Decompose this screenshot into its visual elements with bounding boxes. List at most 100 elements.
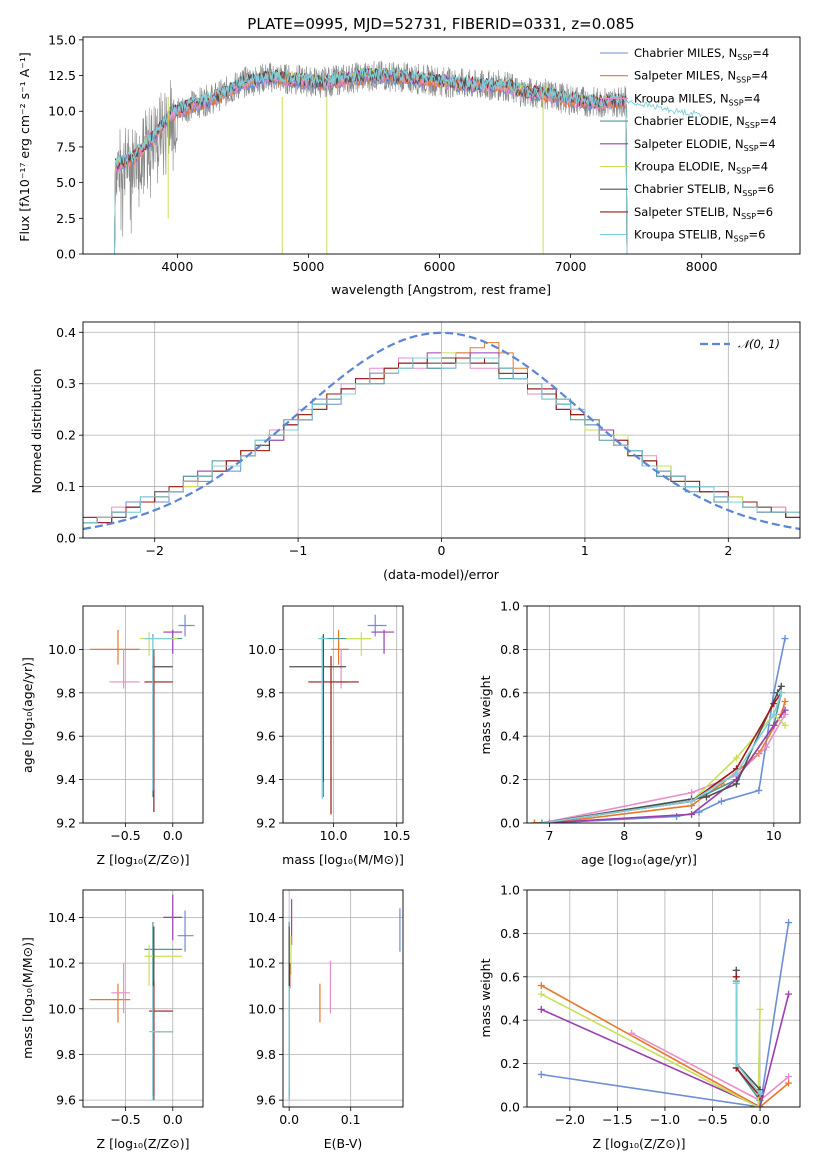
massweight-vs-Z-marker: [628, 1029, 636, 1037]
massweight-vs-age-xtick-label: 9: [695, 828, 703, 843]
mass-vs-Z-point: [163, 894, 183, 941]
massweight-vs-Z-marker: [537, 1005, 545, 1013]
residuals-ytick-label: 0.3: [56, 376, 76, 391]
age-vs-mass-point: [318, 636, 328, 800]
legend-label: Chabrier STELIB, NSSP=6: [634, 182, 774, 198]
massweight-vs-age-ytick-label: 1.0: [500, 599, 520, 614]
mass-vs-Z-ytick-label: 10.4: [48, 910, 76, 925]
massweight-vs-Z-marker: [785, 1073, 793, 1081]
age-z-xlabel: Z [log₁₀(Z/Z⊙)]: [97, 852, 190, 867]
mass-vs-Z-ytick-label: 10.0: [48, 1001, 76, 1016]
massweight-vs-age-marker: [688, 789, 696, 797]
massweight-vs-age-xtick-label: 8: [620, 828, 628, 843]
age-vs-mass-ytick-label: 9.2: [256, 816, 276, 831]
residuals-axes: −2 −1 0 1 2 0.0 0.1 0.2 0.3 0.4: [56, 321, 801, 558]
mw-age-ylabel: mass weight: [478, 675, 493, 754]
spectrum-ytick-label: 12.5: [48, 68, 76, 83]
spectrum-xtick-label: 8000: [686, 259, 718, 274]
massweight-vs-age-ytick-label: 0.0: [500, 816, 520, 831]
residuals-xtick-label: 0: [438, 543, 446, 558]
massweight-vs-Z-marker: [732, 979, 740, 987]
age-vs-Z-point: [163, 629, 183, 654]
age-vs-mass-point: [371, 629, 395, 654]
age-vs-mass-point: [289, 634, 347, 782]
massweight-vs-Z-series-line: [540, 994, 790, 1107]
legend-label: Salpeter STELIB, NSSP=6: [634, 205, 773, 221]
massweight-vs-age-marker: [688, 810, 696, 818]
plot-layer: 4000 5000 6000 7000 80000.02.55.07.510.012.5…: [48, 32, 801, 1127]
mass-vs-Z-xtick-label: 0.0: [163, 1112, 183, 1127]
massweight-vs-age-axes: 7 8 9 10 0.0 0.2 0.4 0.6 0.8 1.0: [500, 599, 801, 843]
normal-curve-line: [83, 331, 800, 531]
mass-z-ylabel: mass [log₁₀(M/M⊙)]: [20, 937, 35, 1059]
spectrum-xlabel: wavelength [Angstrom, rest frame]: [331, 282, 551, 297]
massweight-vs-age-xtick-label: 7: [545, 828, 553, 843]
spectrum-ytick-label: 0.0: [56, 247, 76, 262]
massweight-vs-Z-marker: [785, 990, 793, 998]
age-vs-Z-xtick-label: −0.5: [110, 828, 140, 843]
residuals-xtick-label: 1: [581, 543, 589, 558]
spectrum-xtick-label: 6000: [424, 259, 456, 274]
residuals-frame: [82, 321, 801, 539]
age-vs-mass-axes: 10.0 10.5 9.2 9.4 9.6 9.8 10.0: [248, 605, 411, 843]
mass-vs-Z-axes: −0.5 0.0 9.6 9.8 10.0 10.2 10.4: [48, 889, 204, 1127]
massweight-vs-Z-marker: [756, 1005, 764, 1013]
massweight-vs-age-marker: [732, 769, 740, 777]
massweight-vs-age-marker: [781, 721, 789, 729]
residuals-content: [83, 331, 800, 531]
massweight-vs-age-marker: [777, 682, 785, 690]
mass-vs-Z-xtick-label: −0.5: [110, 1112, 140, 1127]
massweight-vs-age-marker: [770, 711, 778, 718]
mass-vs-EBV-ytick-label: 9.6: [256, 1093, 276, 1108]
mass-vs-Z-content: [89, 894, 194, 1101]
massweight-vs-Z-marker: [785, 1079, 793, 1087]
massweight-vs-age-marker: [777, 689, 785, 697]
residual-histogram-line: [83, 357, 800, 524]
mass-vs-EBV-ytick-label: 10.4: [248, 910, 276, 925]
spectrum-ytick-label: 15.0: [48, 32, 76, 47]
mass-vs-Z-point: [177, 910, 194, 952]
age-vs-Z-ytick-label: 10.0: [48, 642, 76, 657]
massweight-vs-age-marker: [781, 635, 789, 643]
age-z-ylabel: age [log₁₀(age/yr)]: [20, 657, 35, 773]
massweight-vs-Z-xtick-label: −1.5: [602, 1112, 632, 1127]
age-vs-Z-point: [178, 614, 195, 637]
residuals-xtick-label: −2: [145, 543, 163, 558]
massweight-vs-age-marker: [755, 786, 763, 794]
massweight-vs-age-marker: [530, 819, 538, 823]
mass-vs-EBV-content: [288, 899, 401, 1101]
mass-vs-EBV-xtick-label: 0.0: [279, 1112, 299, 1127]
mass-vs-Z-ytick-label: 10.2: [48, 956, 76, 971]
age-vs-Z-point: [89, 629, 140, 665]
age-vs-Z-frame: [82, 605, 204, 824]
massweight-vs-Z-marker: [732, 966, 740, 974]
mass-vs-Z-ytick-label: 9.8: [56, 1047, 76, 1062]
spectrum-content: [114, 60, 703, 254]
age-vs-Z-point: [144, 655, 173, 813]
normal-legend-label: 𝒩(0, 1): [738, 337, 780, 351]
massweight-vs-age-marker: [732, 780, 740, 788]
massweight-vs-age-ytick-label: 0.6: [500, 685, 520, 700]
massweight-vs-Z-marker: [732, 973, 740, 981]
massweight-vs-age-marker: [673, 812, 681, 820]
age-vs-mass-point: [367, 614, 387, 637]
age-vs-Z-ytick-label: 9.2: [56, 816, 76, 831]
massweight-vs-Z-xtick-label: 0.0: [750, 1112, 770, 1127]
residual-ylabel: Normed distribution: [29, 369, 44, 494]
mass-vs-EBV-frame: [282, 889, 404, 1108]
massweight-vs-age-ytick-label: 0.8: [500, 642, 520, 657]
mass-vs-EBV-ytick-label: 10.2: [248, 956, 276, 971]
massweight-vs-Z-xtick-label: −2.0: [555, 1112, 585, 1127]
massweight-vs-Z-ytick-label: 0.4: [500, 1013, 520, 1028]
massweight-vs-Z-ytick-label: 0.6: [500, 969, 520, 984]
mass-vs-Z-point: [149, 985, 173, 1101]
model-tail-line: [625, 99, 703, 118]
massweight-vs-age-marker: [545, 819, 553, 823]
massweight-vs-age-marker: [695, 808, 703, 816]
massweight-vs-Z-marker: [537, 981, 545, 989]
massweight-vs-Z-marker: [756, 1103, 764, 1107]
massweight-vs-age-marker: [538, 819, 546, 823]
massweight-vs-Z-series-line: [540, 993, 761, 1107]
residuals-ytick-label: 0.1: [56, 479, 76, 494]
residuals-xtick-label: 2: [724, 543, 732, 558]
